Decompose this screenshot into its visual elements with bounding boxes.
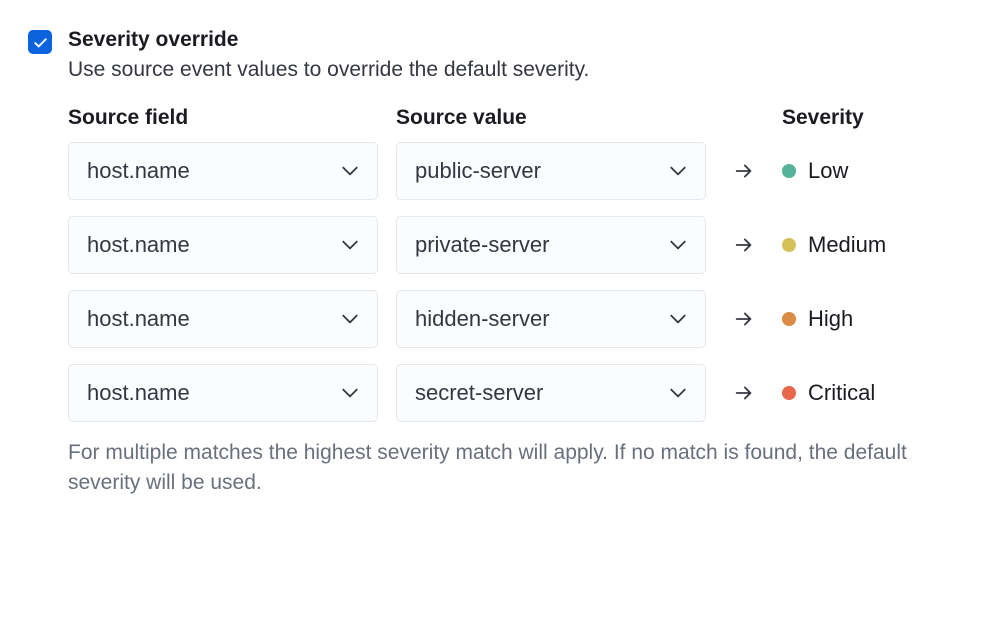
arrow-cell xyxy=(724,234,764,256)
column-header-severity: Severity xyxy=(782,106,864,130)
severity-dot xyxy=(782,386,796,400)
severity-dot xyxy=(782,238,796,252)
arrow-right-icon xyxy=(733,160,755,182)
chevron-down-icon xyxy=(669,236,687,254)
source-field-select[interactable]: host.name xyxy=(68,290,378,348)
check-icon xyxy=(33,35,48,50)
panel-title: Severity override xyxy=(68,28,958,52)
rows-container: host.name public-server Low host.name privat… xyxy=(68,142,958,422)
source-field-value: host.name xyxy=(87,232,190,258)
source-value-select[interactable]: hidden-server xyxy=(396,290,706,348)
chevron-down-icon xyxy=(669,384,687,402)
override-row: host.name public-server Low xyxy=(68,142,958,200)
severity-label: Medium xyxy=(808,232,886,258)
column-header-source-value: Source value xyxy=(396,106,706,130)
source-value-select[interactable]: secret-server xyxy=(396,364,706,422)
arrow-right-icon xyxy=(733,382,755,404)
content-area: Severity override Use source event value… xyxy=(68,28,958,499)
severity-cell: High xyxy=(782,306,853,332)
override-row: host.name private-server Medium xyxy=(68,216,958,274)
arrow-right-icon xyxy=(733,234,755,256)
severity-cell: Critical xyxy=(782,380,875,406)
chevron-down-icon xyxy=(341,162,359,180)
panel-description: Use source event values to override the … xyxy=(68,58,958,82)
chevron-down-icon xyxy=(669,162,687,180)
source-field-value: host.name xyxy=(87,158,190,184)
severity-label: Low xyxy=(808,158,848,184)
severity-override-panel: Severity override Use source event value… xyxy=(28,28,958,499)
severity-label: High xyxy=(808,306,853,332)
source-value-value: secret-server xyxy=(415,380,543,406)
severity-override-checkbox[interactable] xyxy=(28,30,52,54)
arrow-cell xyxy=(724,382,764,404)
chevron-down-icon xyxy=(341,384,359,402)
chevron-down-icon xyxy=(341,236,359,254)
source-value-value: private-server xyxy=(415,232,549,258)
source-value-select[interactable]: public-server xyxy=(396,142,706,200)
chevron-down-icon xyxy=(341,310,359,328)
source-field-value: host.name xyxy=(87,380,190,406)
severity-cell: Low xyxy=(782,158,848,184)
severity-dot xyxy=(782,164,796,178)
source-field-select[interactable]: host.name xyxy=(68,216,378,274)
arrow-cell xyxy=(724,160,764,182)
arrow-cell xyxy=(724,308,764,330)
source-field-select[interactable]: host.name xyxy=(68,142,378,200)
chevron-down-icon xyxy=(669,310,687,328)
source-value-value: public-server xyxy=(415,158,541,184)
source-value-value: hidden-server xyxy=(415,306,550,332)
override-row: host.name secret-server Critical xyxy=(68,364,958,422)
override-row: host.name hidden-server High xyxy=(68,290,958,348)
table-header: Source field Source value Severity xyxy=(68,106,958,130)
source-value-select[interactable]: private-server xyxy=(396,216,706,274)
source-field-value: host.name xyxy=(87,306,190,332)
footer-note: For multiple matches the highest severit… xyxy=(68,438,958,499)
arrow-right-icon xyxy=(733,308,755,330)
severity-dot xyxy=(782,312,796,326)
column-header-arrow-spacer xyxy=(724,106,764,130)
severity-label: Critical xyxy=(808,380,875,406)
header-row: Severity override Use source event value… xyxy=(28,28,958,499)
source-field-select[interactable]: host.name xyxy=(68,364,378,422)
column-header-source-field: Source field xyxy=(68,106,378,130)
severity-cell: Medium xyxy=(782,232,886,258)
